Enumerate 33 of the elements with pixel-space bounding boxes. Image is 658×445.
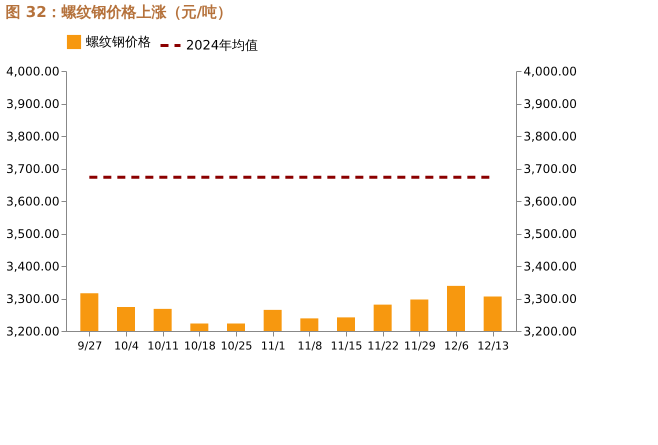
y2-tick-label: 3,400.00 (524, 260, 577, 274)
y2-tick-label: 3,700.00 (524, 162, 577, 176)
x-tick-label: 10/4 (114, 340, 139, 352)
y-tick-label: 3,200.00 (6, 324, 60, 338)
y-tick-label: 3,400.00 (6, 260, 60, 274)
y-tick-label: 3,900.00 (6, 97, 60, 111)
y2-tick-label: 4,000.00 (524, 64, 577, 78)
y2-tick-label: 3,500.00 (524, 227, 577, 241)
x-tick-label: 10/25 (220, 340, 252, 352)
y-tick-label: 3,500.00 (6, 227, 60, 241)
x-tick-label: 11/29 (404, 340, 436, 352)
y-tick-label: 4,000.00 (6, 64, 60, 78)
x-tick-label: 10/18 (184, 340, 216, 352)
x-tick-label: 11/8 (297, 340, 322, 352)
x-tick-label: 10/11 (147, 340, 180, 352)
x-tick-label: 11/15 (330, 340, 362, 352)
y2-tick-label: 3,900.00 (524, 97, 577, 111)
y-tick-label: 3,300.00 (6, 292, 60, 306)
x-tick-label: 11/1 (260, 340, 286, 352)
legend-label: 螺纹钢价格 (86, 35, 151, 50)
chart-title: 图 32：螺纹钢价格上涨（元/吨） (6, 3, 232, 21)
x-tick-label: 11/22 (367, 340, 400, 352)
x-tick-label: 9/27 (77, 340, 102, 352)
y-tick-label: 3,700.00 (6, 162, 60, 176)
x-tick-label: 12/13 (477, 340, 510, 352)
x-tick-label: 12/6 (444, 340, 469, 352)
legend-label: 2024年均值 (186, 38, 258, 54)
y2-tick-label: 3,800.00 (524, 130, 577, 144)
y2-tick-label: 3,200.00 (524, 324, 577, 338)
y-tick-label: 3,600.00 (6, 194, 60, 208)
y-tick-label: 3,800.00 (6, 130, 60, 144)
y2-tick-label: 3,300.00 (524, 292, 577, 306)
y2-tick-label: 3,600.00 (524, 194, 577, 208)
